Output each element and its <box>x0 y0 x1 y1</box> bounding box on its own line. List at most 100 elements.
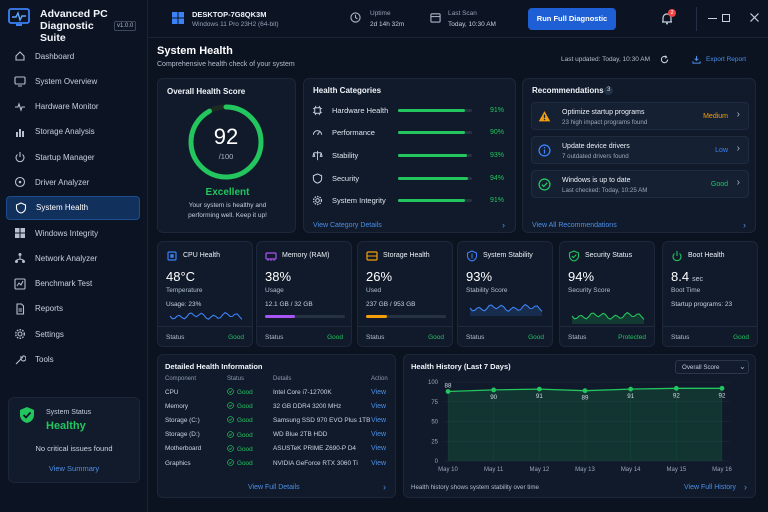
view-full-history-link[interactable]: View Full History <box>684 484 736 491</box>
sidebar-item-storage-analysis[interactable]: Storage Analysis <box>6 120 140 144</box>
history-point[interactable] <box>536 386 542 392</box>
sidebar-item-system-overview[interactable]: System Overview <box>6 69 140 93</box>
metric-value-number: 93% <box>466 269 493 284</box>
sidebar-item-label: Windows Integrity <box>35 228 99 238</box>
history-point[interactable] <box>491 387 497 393</box>
sidebar-item-dashboard[interactable]: Dashboard <box>6 44 140 68</box>
recommendation-level: Medium <box>703 113 728 120</box>
metric-status-label: Status <box>265 334 284 341</box>
sidebar-item-network-analyzer[interactable]: Network Analyzer <box>6 246 140 270</box>
run-full-diagnostic-button[interactable]: Run Full Diagnostic <box>528 8 616 30</box>
component-cell: Storage (D:) <box>165 428 227 442</box>
system-status-title: System Status <box>46 409 92 416</box>
export-report-link[interactable]: Export Report <box>706 56 747 63</box>
history-point[interactable] <box>445 389 451 394</box>
cell-text[interactable]: View <box>371 388 387 396</box>
cell-text[interactable]: View <box>371 431 387 439</box>
health-categories-title: Health Categories <box>313 86 382 95</box>
history-point[interactable] <box>719 385 725 391</box>
chevron-right-icon: › <box>736 109 740 120</box>
metric-status-value: Protected <box>618 334 646 341</box>
sidebar-item-tools[interactable]: Tools <box>6 348 140 372</box>
balance-icon <box>312 150 323 160</box>
action-cell[interactable]: View <box>371 385 391 399</box>
cell-text[interactable]: View <box>371 402 387 410</box>
score-type-dropdown[interactable]: Overall Score ⌄ <box>675 360 749 374</box>
metric-status-label: Status <box>671 334 690 341</box>
close-icon[interactable] <box>750 13 759 22</box>
metric-extra: 237 GB / 953 GB <box>366 301 416 308</box>
refresh-icon[interactable] <box>660 55 669 64</box>
action-cell[interactable]: View <box>371 456 391 470</box>
view-all-recommendations-link[interactable]: View All Recommendations <box>532 222 617 229</box>
history-point[interactable] <box>628 386 634 392</box>
sidebar-item-benchmark-test[interactable]: Benchmark Test <box>6 272 140 296</box>
cell-text[interactable]: View <box>371 445 387 453</box>
stability-icon <box>466 250 478 262</box>
action-cell[interactable]: View <box>371 428 391 442</box>
steering-icon <box>14 177 26 188</box>
recommendation-item[interactable]: Update device drivers 7 outdated drivers … <box>531 136 749 164</box>
metric-status-label: Status <box>366 334 385 341</box>
status-cell: Good <box>227 413 273 427</box>
sidebar-item-system-health[interactable]: System Health <box>6 195 140 220</box>
pulse-icon <box>15 101 25 112</box>
action-cell[interactable]: View <box>371 442 391 456</box>
recommendation-item[interactable]: Optimize startup programs 23 high impact … <box>531 102 749 130</box>
windows-icon <box>15 228 25 239</box>
maximize-icon[interactable] <box>722 14 730 22</box>
hostname: DESKTOP-7G8QK3M <box>192 10 267 19</box>
chevron-right-icon[interactable]: › <box>502 220 505 230</box>
component-cell: Motherboard <box>165 442 227 456</box>
details-cell: Samsung SSD 970 EVO Plus 1TB <box>273 413 371 427</box>
sidebar-item-reports[interactable]: Reports <box>6 297 140 321</box>
cell-text: NVIDIA GeForce RTX 3060 Ti <box>273 459 358 467</box>
view-summary-link[interactable]: View Summary <box>48 464 100 473</box>
metric-title: Storage Health <box>383 252 430 259</box>
table-row: Memory Good 32 GB DDR4 3200 MHz View <box>165 399 391 413</box>
monitor-icon <box>14 76 26 87</box>
x-tick-label: May 15 <box>666 467 686 473</box>
chevron-right-icon[interactable]: › <box>744 482 747 492</box>
metric-card-cpu-health: CPU Health 48°C Temperature Usage: 23% Statu… <box>157 241 253 347</box>
cell-text: Samsung SSD 970 EVO Plus 1TB <box>273 416 371 424</box>
overall-health-card: Overall Health Score 92 /100 Excellent Y… <box>157 78 296 233</box>
cell-text[interactable]: View <box>371 416 387 424</box>
recommendation-title: Windows is up to date <box>562 177 631 184</box>
sidebar-item-settings[interactable]: Settings <box>6 322 140 346</box>
x-tick-label: May 13 <box>575 467 595 473</box>
sidebar-item-driver-analyzer[interactable]: Driver Analyzer <box>6 170 140 194</box>
x-tick-label: May 12 <box>529 467 549 473</box>
chevron-right-icon[interactable]: › <box>743 220 746 230</box>
history-point[interactable] <box>582 388 588 394</box>
memory-icon <box>265 252 277 261</box>
view-full-details-link[interactable]: View Full Details <box>248 484 300 491</box>
chevron-right-icon[interactable]: › <box>383 482 386 492</box>
sidebar-item-windows-integrity[interactable]: Windows Integrity <box>6 221 140 245</box>
data-label: 89 <box>582 395 589 402</box>
metric-card-boot-health: Boot Health 8.4 sec Boot Time Startup progra… <box>662 241 758 347</box>
cell-text[interactable]: View <box>371 459 387 467</box>
metric-value: 8.4 sec <box>671 269 703 284</box>
history-point[interactable] <box>673 385 679 391</box>
table-row: Motherboard Good ASUSTeK PRIME Z690-P D4 Vi… <box>165 442 391 456</box>
view-category-details-link[interactable]: View Category Details <box>313 222 382 229</box>
column-header: Action <box>371 375 388 382</box>
bell-icon[interactable] <box>661 12 673 25</box>
shield-check-icon <box>20 407 34 423</box>
minimize-icon[interactable] <box>708 18 717 20</box>
x-tick-label: May 11 <box>484 467 504 473</box>
app-logo-icon <box>8 8 30 26</box>
health-rating: Excellent <box>205 187 250 198</box>
action-cell[interactable]: View <box>371 413 391 427</box>
status-cell: Good <box>227 442 273 456</box>
recommendation-item[interactable]: Windows is up to date Last checked: Today… <box>531 170 749 198</box>
sidebar-item-startup-manager[interactable]: Startup Manager <box>6 145 140 169</box>
cell-text: Graphics <box>165 459 191 467</box>
action-cell[interactable]: View <box>371 399 391 413</box>
divider <box>663 326 757 327</box>
sidebar-item-hardware-monitor[interactable]: Hardware Monitor <box>6 95 140 119</box>
export-icon[interactable] <box>692 55 701 64</box>
component-cell: Storage (C:) <box>165 413 227 427</box>
category-bar-fill <box>398 176 468 180</box>
